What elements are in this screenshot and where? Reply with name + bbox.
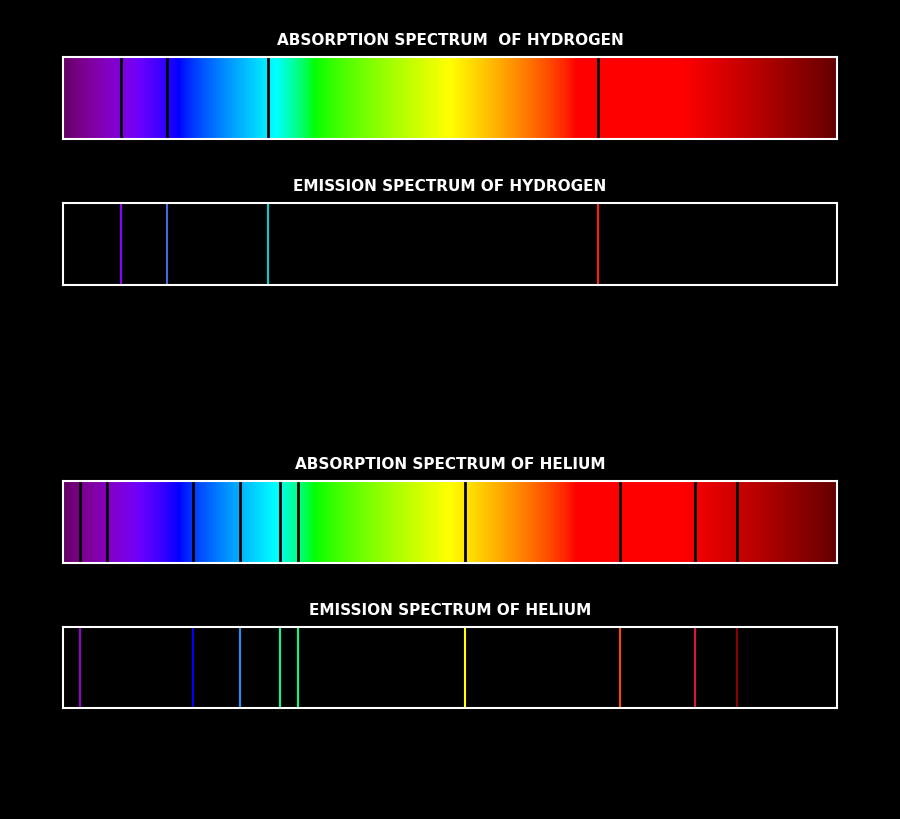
Text: ABSORPTION SPECTRUM  OF HYDROGEN: ABSORPTION SPECTRUM OF HYDROGEN — [276, 34, 624, 48]
Text: ABSORPTION SPECTRUM OF HELIUM: ABSORPTION SPECTRUM OF HELIUM — [295, 457, 605, 473]
Text: EMISSION SPECTRUM OF HELIUM: EMISSION SPECTRUM OF HELIUM — [309, 603, 591, 618]
Text: EMISSION SPECTRUM OF HYDROGEN: EMISSION SPECTRUM OF HYDROGEN — [293, 179, 607, 194]
